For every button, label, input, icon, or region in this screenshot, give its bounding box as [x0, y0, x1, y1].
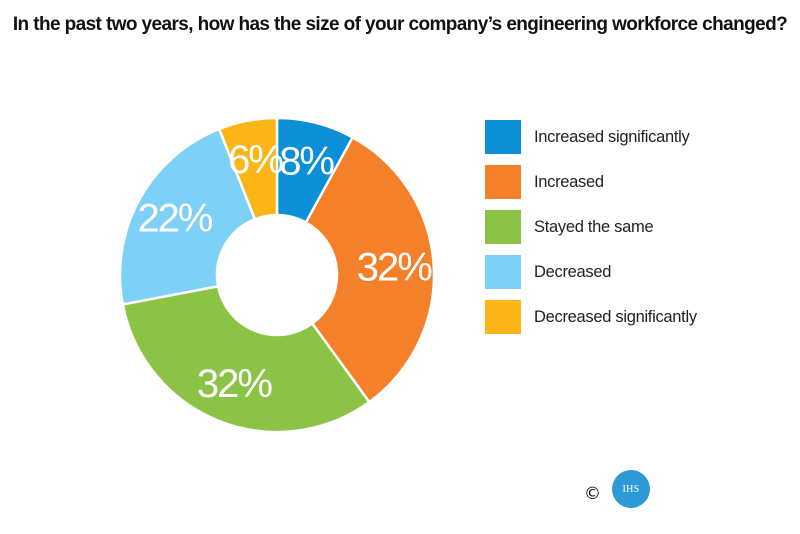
legend-item-increased: Increased — [485, 165, 785, 199]
donut-slice-label: 32% — [197, 362, 272, 406]
legend-swatch — [485, 210, 521, 244]
legend-item-decreased: Decreased — [485, 255, 785, 289]
legend-swatch — [485, 300, 521, 334]
chart-title: In the past two years, how has the size … — [12, 14, 788, 35]
donut-slice-label: 6% — [228, 138, 283, 182]
legend-item-increased-significantly: Increased significantly — [485, 120, 785, 154]
ihs-logo-text: IHS — [622, 483, 640, 495]
donut-slice-stayed-the-same — [121, 284, 371, 434]
legend-item-decreased-significantly: Decreased significantly — [485, 300, 785, 334]
legend-label: Decreased — [534, 262, 612, 281]
donut-slice-decreased — [118, 127, 257, 306]
donut-slice-label: 32% — [357, 246, 432, 290]
legend-label: Increased significantly — [534, 127, 690, 146]
legend-swatch — [485, 120, 521, 154]
chart-legend: Increased significantly Increased Stayed… — [485, 120, 785, 345]
legend-item-stayed-the-same: Stayed the same — [485, 210, 785, 244]
legend-swatch — [485, 255, 521, 289]
copyright-symbol: © — [584, 484, 601, 504]
legend-label: Increased — [534, 172, 604, 191]
donut-slice-increased — [304, 136, 436, 404]
ihs-logo: IHS — [612, 470, 650, 508]
donut-slice-label: 22% — [137, 197, 212, 241]
legend-label: Decreased significantly — [534, 307, 697, 326]
legend-swatch — [485, 165, 521, 199]
legend-label: Stayed the same — [534, 217, 654, 236]
donut-slice-label: 8% — [279, 140, 334, 184]
donut-slice-decreased-significantly — [217, 116, 279, 221]
